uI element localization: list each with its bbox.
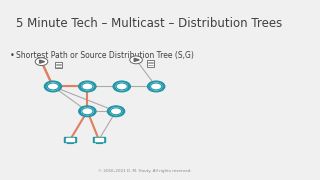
Circle shape bbox=[47, 83, 59, 90]
Text: Shortest Path or Source Distribution Tree (S,G): Shortest Path or Source Distribution Tre… bbox=[16, 51, 194, 60]
Text: •: • bbox=[10, 51, 15, 60]
FancyBboxPatch shape bbox=[64, 136, 76, 142]
Circle shape bbox=[79, 81, 96, 92]
Text: 5 Minute Tech – Multicast – Distribution Trees: 5 Minute Tech – Multicast – Distribution… bbox=[16, 17, 282, 30]
Circle shape bbox=[116, 83, 127, 90]
FancyBboxPatch shape bbox=[147, 60, 154, 67]
FancyBboxPatch shape bbox=[95, 138, 103, 141]
Circle shape bbox=[108, 106, 124, 117]
Circle shape bbox=[35, 58, 48, 66]
Circle shape bbox=[82, 83, 93, 90]
Polygon shape bbox=[40, 60, 45, 63]
FancyBboxPatch shape bbox=[93, 136, 105, 142]
Circle shape bbox=[130, 56, 142, 64]
FancyBboxPatch shape bbox=[66, 138, 74, 141]
Circle shape bbox=[110, 108, 122, 115]
Circle shape bbox=[148, 81, 165, 92]
Polygon shape bbox=[134, 58, 139, 61]
FancyBboxPatch shape bbox=[55, 62, 62, 68]
Circle shape bbox=[79, 106, 96, 117]
Text: © 2016-2021 D. M. Hauty. All rights reserved.: © 2016-2021 D. M. Hauty. All rights rese… bbox=[98, 169, 191, 173]
Circle shape bbox=[82, 108, 93, 115]
Circle shape bbox=[44, 81, 61, 92]
Circle shape bbox=[150, 83, 162, 90]
Circle shape bbox=[113, 81, 130, 92]
